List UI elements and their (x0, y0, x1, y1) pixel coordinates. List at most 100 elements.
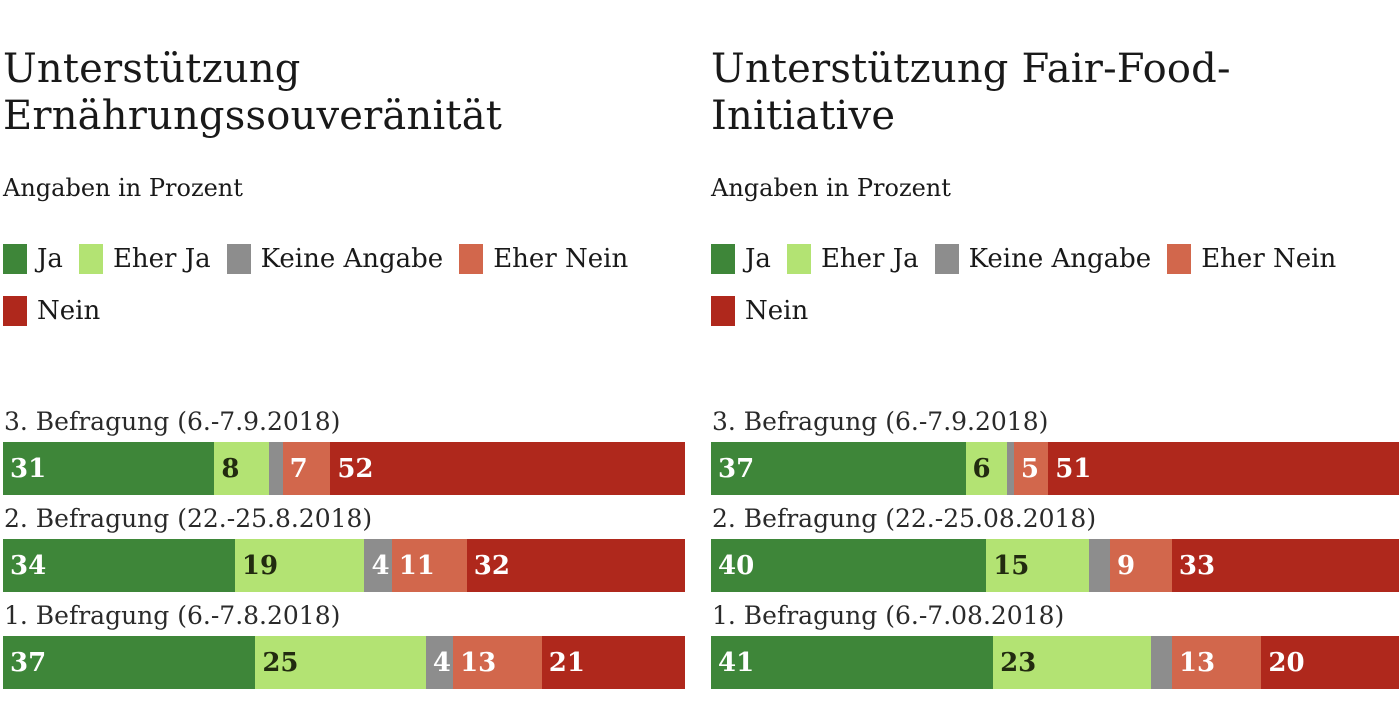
legend: Ja Eher Ja Keine Angabe Eher Nein Nein (711, 244, 1399, 327)
chart-fair-food-initiative: Unterstützung Fair-Food- Initiative Anga… (711, 0, 1400, 698)
eher-ja-swatch-icon (786, 244, 811, 275)
bar-segment-ja: 37 (3, 636, 256, 690)
legend-item-eher-nein: Eher Nein (459, 244, 628, 275)
segment-value-label: 51 (1055, 453, 1092, 484)
bar-segment-keine-angabe (268, 442, 283, 496)
segment-value-label: 8 (221, 453, 240, 484)
bar-segment-keine-angabe: 4 (425, 636, 454, 690)
bar-row-label: 3. Befragung (6.-7.9.2018) (712, 407, 1049, 437)
segment-value-label: 21 (548, 647, 585, 678)
bar-segment-keine-angabe (1006, 442, 1014, 496)
bar-segment-ja: 37 (711, 442, 966, 496)
bar-segment-ja: 41 (711, 636, 994, 690)
legend-label: Ja (37, 244, 63, 275)
segment-value-label: 13 (460, 647, 497, 678)
bar-segment-eher-nein: 13 (453, 636, 542, 690)
bar-segment-eher-nein: 13 (1171, 636, 1262, 690)
bar-segment-nein: 33 (1171, 539, 1399, 593)
ja-swatch-icon (711, 244, 735, 275)
bar-segment-eher-ja: 25 (255, 636, 426, 690)
segment-value-label: 33 (1178, 550, 1216, 581)
bar-segment-eher-nein: 7 (282, 442, 331, 496)
bar-segment-nein: 52 (330, 442, 685, 496)
legend-label: Ja (745, 244, 771, 275)
bar-row-label: 1. Befragung (6.-7.8.2018) (4, 601, 341, 631)
bar-row: 3. Befragung (6.-7.9.2018) 37 6 5 51 (711, 407, 1400, 496)
legend-item-keine-angabe: Keine Angabe (934, 244, 1152, 275)
legend-item-keine-angabe: Keine Angabe (226, 244, 443, 275)
segment-value-label: 31 (10, 453, 47, 484)
bar-segment-eher-nein: 9 (1110, 539, 1172, 593)
segment-value-label: 40 (718, 550, 755, 581)
segment-value-label: 25 (262, 647, 299, 678)
segment-value-label: 32 (473, 550, 510, 581)
bar-segment-nein: 51 (1048, 442, 1400, 496)
ja-swatch-icon (3, 244, 27, 275)
stacked-bar: 37 6 5 51 (711, 442, 1400, 496)
bar-row: 1. Befragung (6.-7.8.2018) 37 25 4 13 21 (3, 601, 685, 690)
bar-row: 1. Befragung (6.-7.08.2018) 41 23 13 20 (711, 601, 1399, 690)
segment-value-label: 41 (718, 647, 755, 678)
bar-segment-nein: 20 (1261, 636, 1399, 690)
bar-segment-eher-ja: 23 (993, 636, 1152, 690)
bar-row: 2. Befragung (22.-25.8.2018) 34 19 4 11 32 (3, 504, 685, 593)
segment-value-label: 9 (1117, 550, 1136, 581)
bar-segment-eher-nein: 11 (391, 539, 467, 593)
bar-segment-keine-angabe: 4 (364, 539, 392, 593)
legend-label: Nein (37, 296, 101, 327)
stacked-bar: 40 15 9 33 (711, 539, 1399, 593)
legend-item-eher-ja: Eher Ja (786, 244, 919, 275)
chart-subtitle: Angaben in Prozent (711, 174, 951, 203)
bar-segment-ja: 31 (3, 442, 215, 496)
bar-row: 2. Befragung (22.-25.08.2018) 40 15 9 33 (711, 504, 1399, 593)
bar-row-label: 2. Befragung (22.-25.8.2018) (4, 504, 373, 534)
bar-segment-ja: 34 (3, 539, 235, 593)
legend: Ja Eher Ja Keine Angabe Eher Nein Nein (3, 244, 685, 327)
segment-value-label: 19 (241, 550, 279, 581)
segment-value-label: 20 (1268, 647, 1305, 678)
chart-title-line: Ernährungssouveränität (3, 93, 503, 140)
bar-segment-keine-angabe (1089, 539, 1110, 593)
bar-row-label: 1. Befragung (6.-7.08.2018) (712, 601, 1065, 631)
legend-item-nein: Nein (711, 296, 809, 327)
survey-charts-page: Unterstützung Ernährungssouveränität Ang… (3, 0, 1400, 698)
segment-value-label: 4 (432, 647, 451, 678)
stacked-bar: 41 23 13 20 (711, 636, 1399, 690)
legend-label: Keine Angabe (968, 244, 1152, 275)
legend-label: Eher Nein (1201, 244, 1337, 275)
segment-value-label: 23 (1000, 647, 1037, 678)
stacked-bar: 31 8 7 52 (3, 442, 685, 496)
chart-title: Unterstützung Fair-Food- Initiative (711, 46, 1399, 140)
segment-value-label: 6 (972, 453, 991, 484)
bar-segment-eher-ja: 8 (214, 442, 269, 496)
bar-segment-eher-ja: 15 (986, 539, 1090, 593)
chart-ernaehrungssouveraenitaet: Unterstützung Ernährungssouveränität Ang… (3, 0, 685, 698)
legend-label: Eher Ja (112, 244, 211, 275)
eher-nein-swatch-icon (459, 244, 484, 275)
chart-title-line: Unterstützung (3, 46, 301, 92)
eher-nein-swatch-icon (1167, 244, 1192, 275)
segment-value-label: 13 (1178, 647, 1216, 678)
bar-segment-nein: 32 (466, 539, 685, 593)
stacked-bar: 34 19 4 11 32 (3, 539, 685, 593)
chart-rows: 3. Befragung (6.-7.9.2018) 37 6 5 51 2. Befra… (711, 407, 1400, 690)
segment-value-label: 7 (289, 453, 308, 484)
legend-item-ja: Ja (3, 244, 63, 275)
legend-item-eher-nein: Eher Nein (1167, 244, 1337, 275)
eher-ja-swatch-icon (78, 244, 103, 275)
bar-row: 3. Befragung (6.-7.9.2018) 31 8 7 52 (3, 407, 685, 496)
segment-value-label: 5 (1020, 453, 1039, 484)
keine-angabe-swatch-icon (934, 244, 959, 275)
legend-item-ja: Ja (711, 244, 771, 275)
bar-row-label: 3. Befragung (6.-7.9.2018) (4, 407, 341, 437)
legend-label: Eher Ja (820, 244, 919, 275)
stacked-bar: 37 25 4 13 21 (3, 636, 685, 690)
legend-label: Nein (745, 296, 809, 327)
segment-value-label: 34 (10, 550, 47, 581)
chart-subtitle: Angaben in Prozent (3, 174, 243, 203)
segment-value-label: 37 (10, 647, 47, 678)
segment-value-label: 37 (718, 453, 755, 484)
chart-title-line: Initiative (711, 93, 896, 140)
bar-segment-keine-angabe (1151, 636, 1172, 690)
segment-value-label: 15 (993, 550, 1030, 581)
